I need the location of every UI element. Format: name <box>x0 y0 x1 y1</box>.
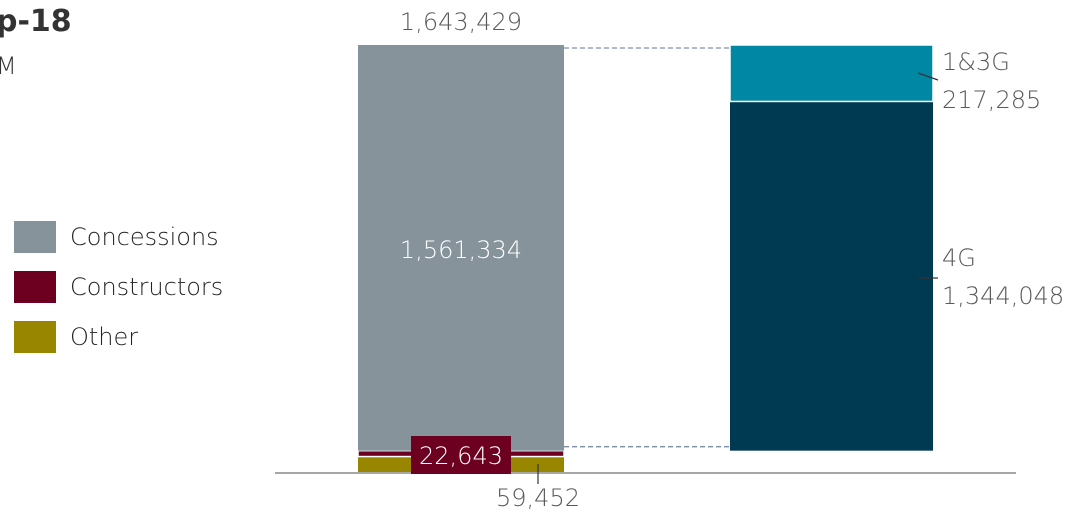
total-label: 1,643,429 <box>400 8 522 36</box>
1-3g-name-label: 1&3G <box>942 48 1010 76</box>
legend-swatch-concessions <box>14 221 56 253</box>
legend-label-concessions: Concessions <box>70 223 219 251</box>
bar-segment-4g <box>730 101 933 451</box>
legend-item-other: Other <box>14 312 223 362</box>
4g-name-label: 4G <box>942 244 976 272</box>
legend-label-constructors: Constructors <box>70 273 224 301</box>
concessions-value-label: 1,561,334 <box>400 236 522 264</box>
legend-swatch-constructors <box>14 271 56 303</box>
other-value-label: 59,452 <box>496 484 580 512</box>
constructors-label-box <box>411 436 511 474</box>
bar-segment-1-3g <box>729 44 934 103</box>
1-3g-label-tick <box>917 72 939 81</box>
legend-swatch-other <box>14 321 56 353</box>
chart-subtitle-fragment: M <box>0 52 17 80</box>
bar-segment-concessions <box>358 45 564 451</box>
legend-item-concessions: Concessions <box>14 212 223 262</box>
chart-title-fragment: p-18 <box>0 4 72 39</box>
1-3g-value-label: 217,285 <box>942 86 1041 114</box>
legend-label-other: Other <box>70 323 139 351</box>
legend-item-constructors: Constructors <box>14 262 223 312</box>
4g-value-label: 1,344,048 <box>942 282 1064 310</box>
legend: Concessions Constructors Other <box>14 212 223 362</box>
constructors-value-label: 22,643 <box>419 442 503 470</box>
